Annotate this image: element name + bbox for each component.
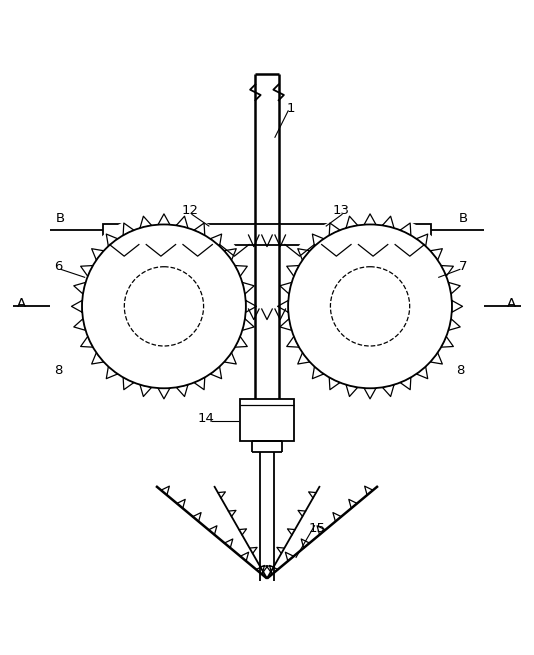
Text: 7: 7	[459, 260, 468, 273]
Polygon shape	[81, 337, 93, 347]
Text: 13: 13	[333, 204, 349, 217]
Polygon shape	[210, 234, 222, 246]
Polygon shape	[74, 319, 85, 330]
Text: B: B	[56, 212, 65, 225]
Text: 6: 6	[54, 260, 62, 273]
Text: 1: 1	[287, 102, 295, 115]
Polygon shape	[430, 352, 442, 364]
Polygon shape	[123, 223, 134, 235]
Polygon shape	[123, 377, 134, 390]
Text: A: A	[17, 297, 26, 310]
Polygon shape	[140, 384, 152, 396]
Polygon shape	[210, 367, 222, 379]
Polygon shape	[382, 216, 394, 228]
Polygon shape	[158, 388, 170, 399]
Text: 12: 12	[182, 204, 199, 217]
Polygon shape	[194, 377, 205, 390]
Text: 8: 8	[54, 364, 62, 377]
Text: A: A	[507, 297, 516, 310]
Polygon shape	[235, 265, 247, 276]
Text: 10: 10	[372, 218, 389, 231]
Polygon shape	[74, 282, 85, 294]
Text: 14: 14	[198, 412, 215, 425]
Polygon shape	[441, 337, 453, 347]
Polygon shape	[242, 319, 254, 330]
Text: B: B	[459, 212, 468, 225]
Polygon shape	[280, 282, 292, 294]
Polygon shape	[400, 223, 411, 235]
Circle shape	[277, 213, 464, 400]
Polygon shape	[72, 301, 82, 312]
Polygon shape	[287, 337, 299, 347]
Polygon shape	[449, 319, 460, 330]
Polygon shape	[400, 377, 411, 390]
Polygon shape	[312, 234, 324, 246]
Polygon shape	[106, 234, 117, 246]
Circle shape	[82, 225, 246, 388]
Polygon shape	[176, 216, 188, 228]
Polygon shape	[176, 384, 188, 396]
Bar	[103, 225, 431, 244]
Polygon shape	[194, 223, 205, 235]
Polygon shape	[430, 249, 442, 260]
Circle shape	[288, 225, 452, 388]
Polygon shape	[364, 214, 376, 225]
Polygon shape	[92, 352, 104, 364]
Polygon shape	[312, 367, 324, 379]
Polygon shape	[224, 352, 236, 364]
Polygon shape	[346, 384, 358, 396]
Polygon shape	[81, 265, 93, 276]
Polygon shape	[278, 301, 288, 312]
Polygon shape	[158, 214, 170, 225]
Polygon shape	[452, 301, 462, 312]
Polygon shape	[364, 388, 376, 399]
Polygon shape	[417, 234, 428, 246]
Polygon shape	[242, 282, 254, 294]
Polygon shape	[140, 216, 152, 228]
Polygon shape	[382, 384, 394, 396]
Polygon shape	[224, 249, 236, 260]
Polygon shape	[92, 249, 104, 260]
Text: 15: 15	[309, 522, 326, 535]
Polygon shape	[441, 265, 453, 276]
Polygon shape	[246, 301, 256, 312]
Polygon shape	[417, 367, 428, 379]
Polygon shape	[298, 249, 310, 260]
Polygon shape	[329, 377, 340, 390]
Text: 2: 2	[146, 223, 155, 236]
Text: 3: 3	[355, 223, 364, 236]
Text: 9: 9	[128, 218, 136, 231]
Circle shape	[70, 213, 257, 400]
Polygon shape	[287, 265, 299, 276]
Polygon shape	[106, 367, 117, 379]
Polygon shape	[449, 282, 460, 294]
Bar	[240, 399, 294, 441]
Polygon shape	[346, 216, 358, 228]
Polygon shape	[280, 319, 292, 330]
Text: 8: 8	[456, 364, 464, 377]
Polygon shape	[235, 337, 247, 347]
Polygon shape	[298, 352, 310, 364]
Polygon shape	[329, 223, 340, 235]
